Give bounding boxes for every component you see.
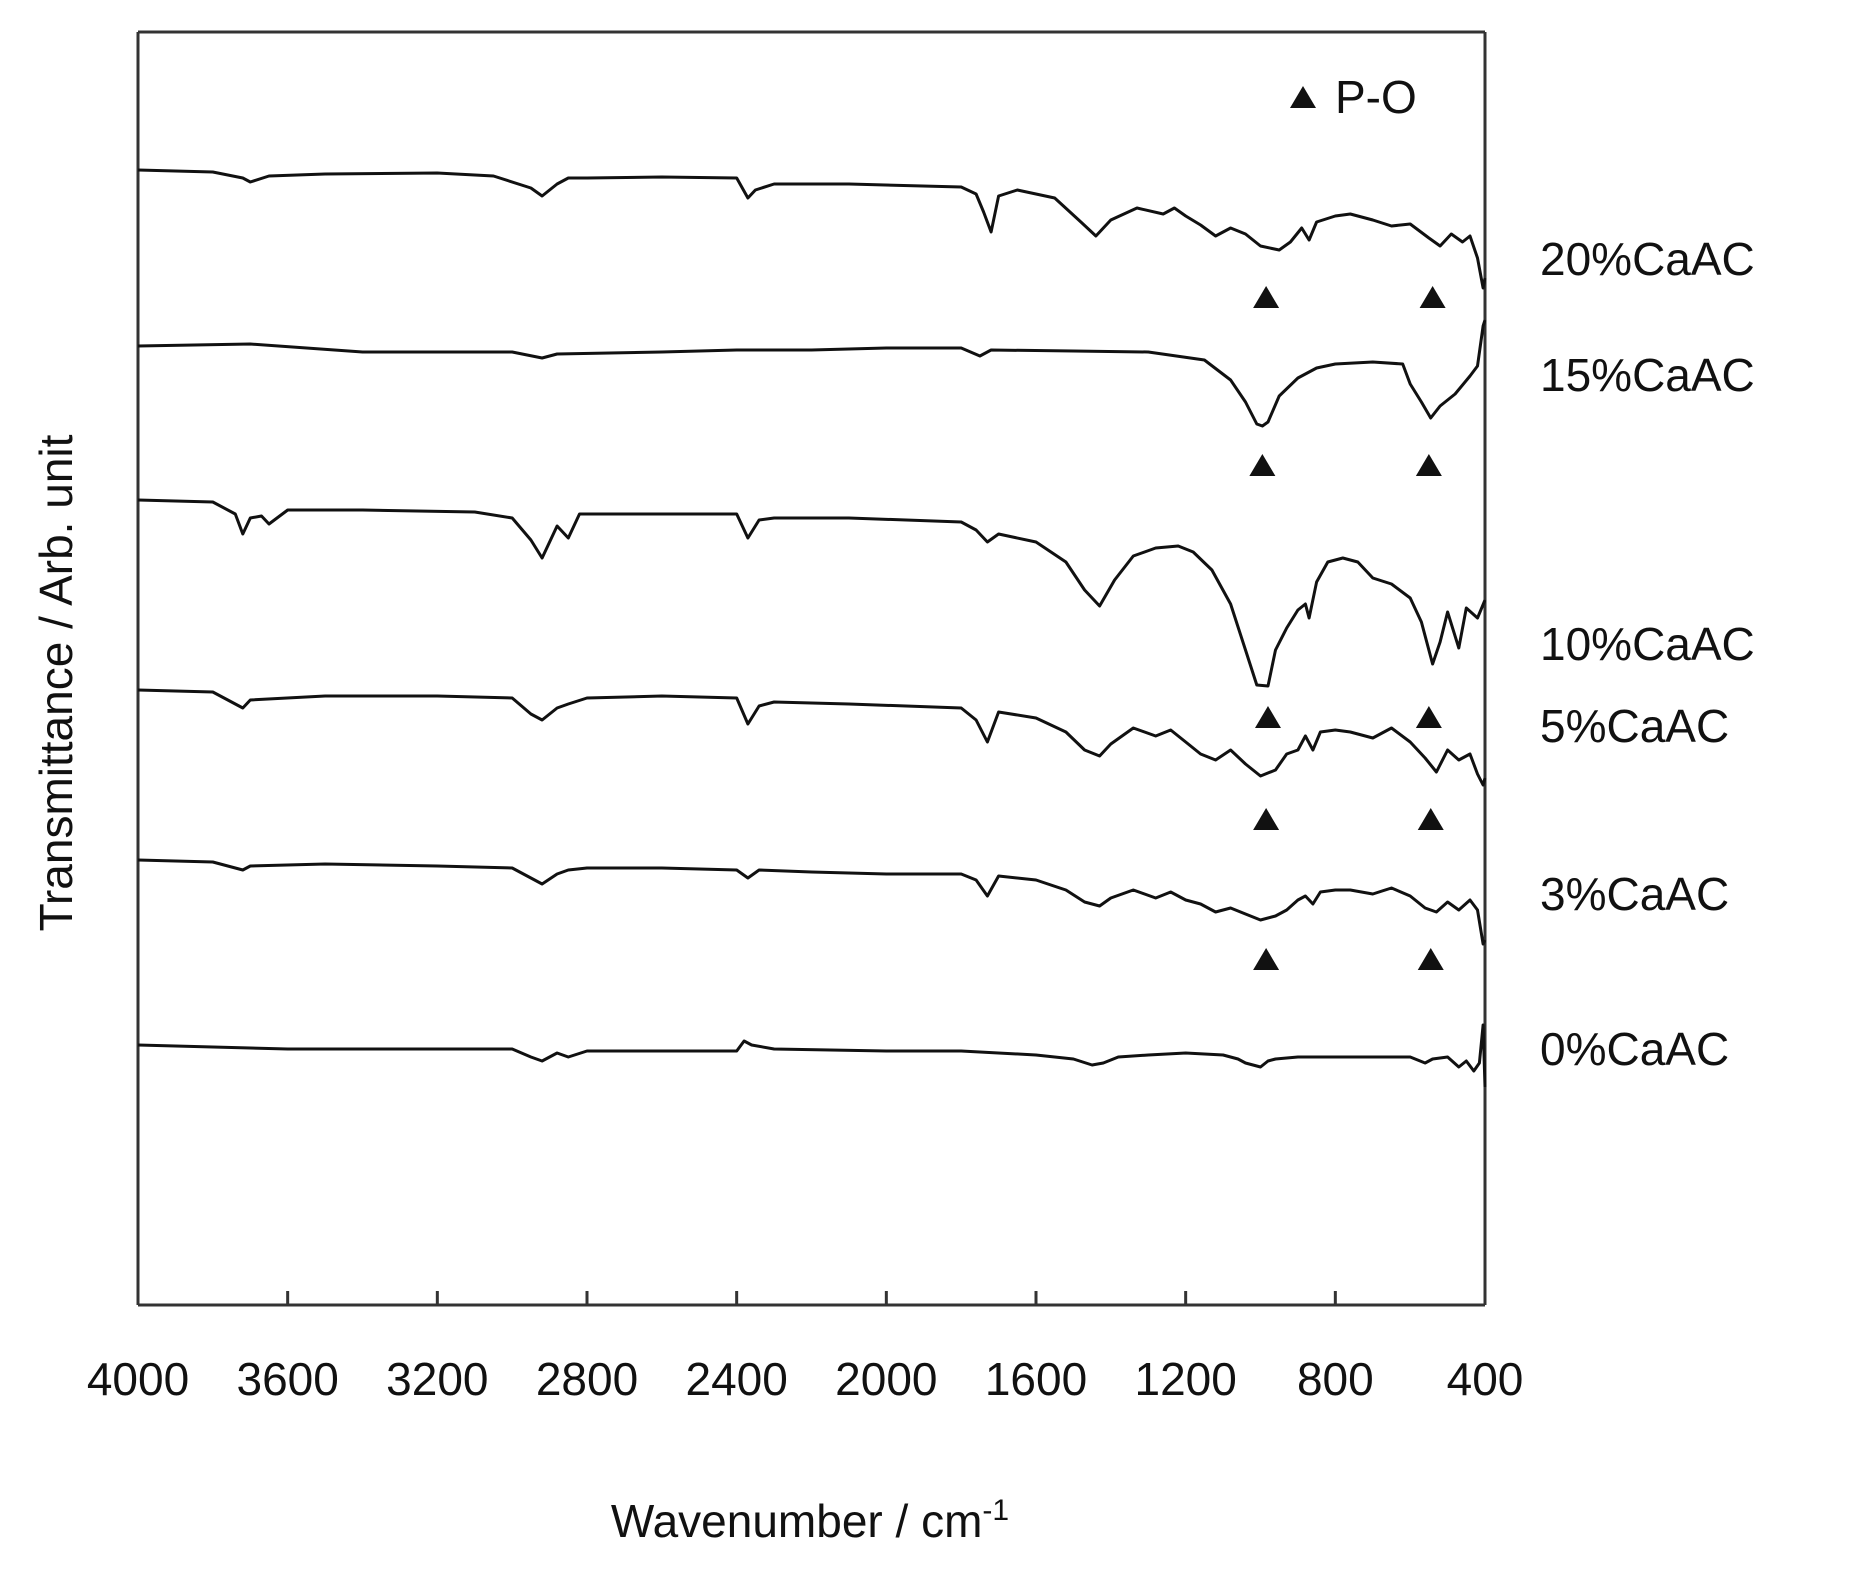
- spectrum-line-20pctcaac: [137, 168, 1487, 290]
- x-tick-label-1600: 1600: [985, 1353, 1087, 1405]
- spectra-layer: [137, 168, 1487, 1088]
- x-tick-label-2400: 2400: [685, 1353, 787, 1405]
- spectrum-line-0pctcaac: [137, 1023, 1487, 1088]
- x-tick-label-4000: 4000: [87, 1353, 189, 1405]
- p-o-marker-layer: [1249, 286, 1446, 970]
- x-tick-label-1200: 1200: [1134, 1353, 1236, 1405]
- x-tick-label-3200: 3200: [386, 1353, 488, 1405]
- legend-label: P-O: [1335, 71, 1417, 123]
- x-axis-title: Wavenumber / cm-1: [611, 1494, 1009, 1547]
- p-o-marker-icon: [1417, 948, 1444, 970]
- x-tick-label-2000: 2000: [835, 1353, 937, 1405]
- legend: P-O: [1290, 71, 1417, 123]
- x-tick-label-400: 400: [1447, 1353, 1524, 1405]
- spectrum-line-3pctcaac: [137, 858, 1487, 946]
- series-labels: 20%CaAC 15%CaAC 10%CaAC 5%CaAC 3%CaAC 0%CaAC: [1540, 233, 1755, 1075]
- spectrum-line-10pctcaac: [137, 498, 1487, 688]
- p-o-marker-icon: [1419, 286, 1446, 308]
- spectrum-line-5pctcaac: [137, 688, 1487, 787]
- p-o-marker-icon: [1253, 286, 1280, 308]
- x-tick-label-800: 800: [1297, 1353, 1374, 1405]
- p-o-marker-icon: [1415, 454, 1442, 476]
- x-axis-ticks: 4000 3600 3200 2800 2400 2000 1600 1200 800 400: [87, 1291, 1524, 1405]
- series-label-0pctcaac: 0%CaAC: [1540, 1023, 1729, 1075]
- series-label-20pctcaac: 20%CaAC: [1540, 233, 1755, 285]
- x-axis-title-text: Wavenumber / cm: [611, 1495, 983, 1547]
- p-o-marker-icon: [1253, 808, 1280, 830]
- legend-triangle-icon: [1290, 86, 1316, 108]
- p-o-marker-icon: [1254, 706, 1281, 728]
- x-tick-label-3600: 3600: [236, 1353, 338, 1405]
- series-label-15pctcaac: 15%CaAC: [1540, 349, 1755, 401]
- x-tick-label-2800: 2800: [536, 1353, 638, 1405]
- p-o-marker-icon: [1253, 948, 1280, 970]
- x-axis-title-superscript: -1: [982, 1494, 1009, 1527]
- p-o-marker-icon: [1249, 454, 1276, 476]
- p-o-marker-icon: [1417, 808, 1444, 830]
- series-label-5pctcaac: 5%CaAC: [1540, 700, 1729, 752]
- spectrum-line-15pctcaac: [137, 319, 1487, 428]
- series-label-3pctcaac: 3%CaAC: [1540, 868, 1729, 920]
- p-o-marker-icon: [1415, 706, 1442, 728]
- y-axis-title: Transmittance / Arb. unit: [30, 434, 82, 931]
- plot-frame: [136, 30, 1487, 1307]
- series-label-10pctcaac: 10%CaAC: [1540, 618, 1755, 670]
